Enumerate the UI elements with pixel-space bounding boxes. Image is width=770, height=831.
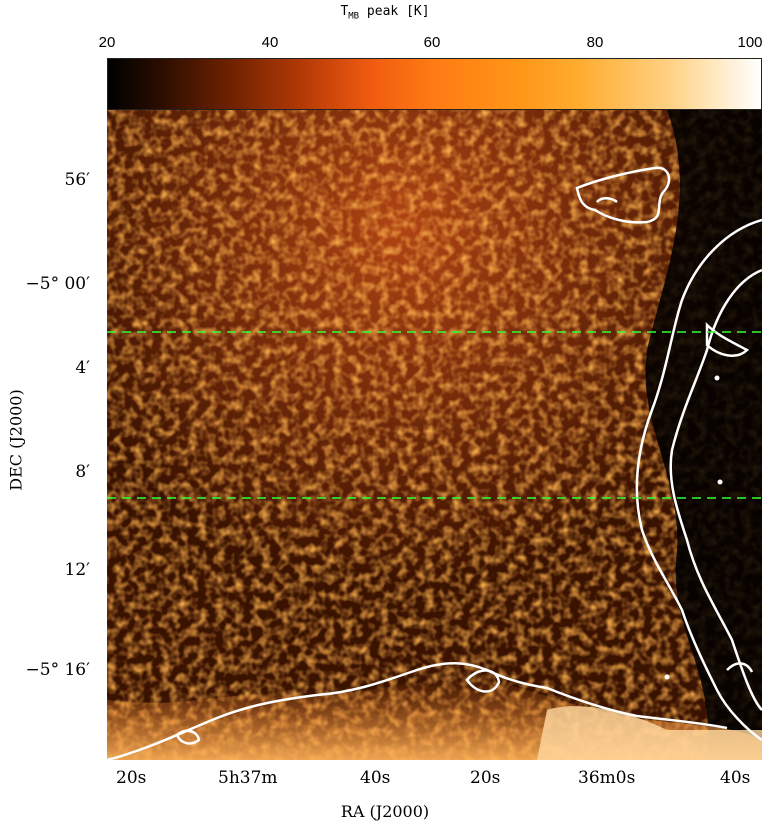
y-tick-12: 12′ xyxy=(64,560,91,580)
colorbar-tick-20: 20 xyxy=(98,34,116,51)
y-tick-56: 56′ xyxy=(64,170,91,190)
x-tick-40s-b: 40s xyxy=(720,768,751,788)
colorbar-title: TMB peak [K] xyxy=(340,4,430,22)
y-axis-label: DEC (J2000) xyxy=(6,389,26,491)
x-tick-40s-a: 40s xyxy=(360,768,391,788)
emission-noise xyxy=(107,110,762,760)
x-tick-20s-a: 20s xyxy=(116,768,147,788)
colorbar-tick-40: 40 xyxy=(261,34,279,51)
x-tick-20s-b: 20s xyxy=(470,768,501,788)
colorbar xyxy=(107,58,762,110)
intensity-map xyxy=(107,110,762,760)
dark-region xyxy=(645,110,762,760)
colorbar-tick-100: 100 xyxy=(737,34,763,51)
bright-spot xyxy=(537,706,762,760)
y-tick-4: 4′ xyxy=(75,358,90,378)
x-tick-5h37m: 5h37m xyxy=(218,768,278,788)
y-tick-minus5-16: −5° 16′ xyxy=(25,660,90,680)
y-tick-minus5-00: −5° 00′ xyxy=(25,274,90,294)
colorbar-tick-80: 80 xyxy=(586,34,604,51)
y-tick-8: 8′ xyxy=(75,462,90,482)
intensity-map-svg xyxy=(107,110,762,760)
x-tick-36m0s: 36m0s xyxy=(578,768,636,788)
colorbar-tick-60: 60 xyxy=(423,34,441,51)
x-axis-label: RA (J2000) xyxy=(340,802,430,821)
